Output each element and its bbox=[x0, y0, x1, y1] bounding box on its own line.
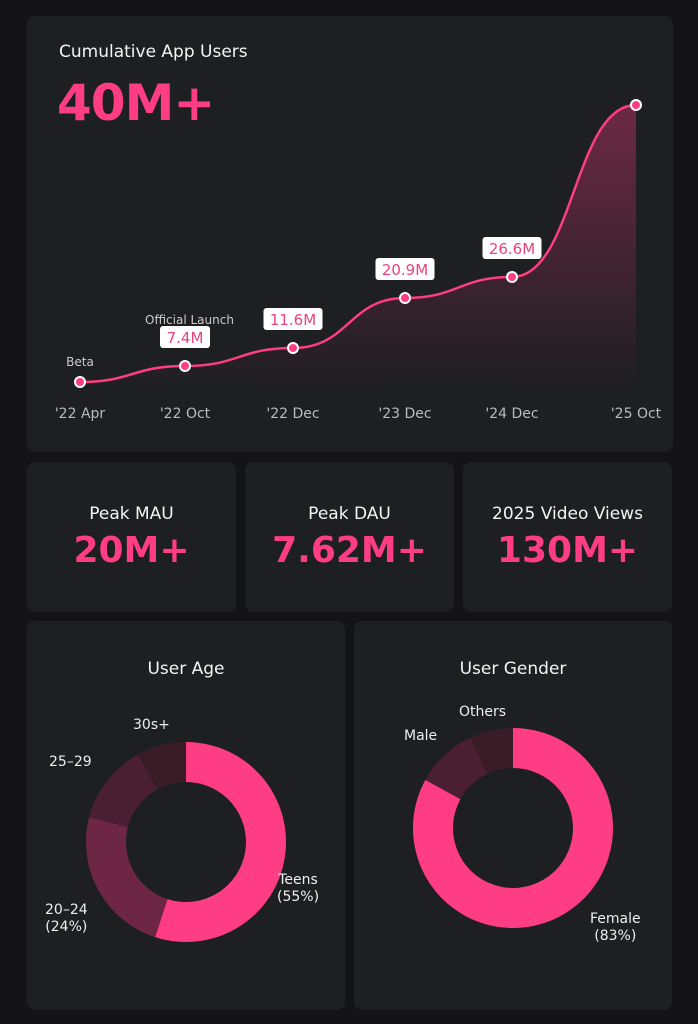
slice-label-teens: Teens (55%) bbox=[277, 872, 320, 905]
data-point bbox=[399, 292, 411, 304]
stat-value: 7.62M+ bbox=[272, 530, 427, 571]
data-point bbox=[506, 271, 518, 283]
donut-slice bbox=[425, 737, 488, 800]
x-tick-label: '22 Dec bbox=[266, 406, 319, 422]
stat-label: Peak DAU bbox=[308, 504, 391, 524]
pie-title: User Age bbox=[147, 659, 225, 679]
annotation: Official Launch bbox=[145, 313, 234, 327]
x-tick-label: '23 Dec bbox=[378, 406, 431, 422]
area-fill bbox=[80, 105, 636, 388]
annotation: Beta bbox=[66, 355, 94, 369]
data-label-box bbox=[482, 237, 542, 259]
slice-label-others: Others bbox=[459, 704, 507, 720]
donut-slice bbox=[413, 728, 613, 928]
donut-slice bbox=[89, 754, 158, 828]
user-gender-card: User Gender Female (83%) Male Others bbox=[354, 621, 672, 1010]
slice-label-25-29: 25–29 bbox=[49, 754, 92, 770]
user-gender-donut bbox=[413, 728, 613, 928]
x-tick-label: '25 Oct bbox=[611, 406, 662, 422]
donut-slice bbox=[470, 728, 513, 774]
stat-value: 20M+ bbox=[73, 530, 190, 571]
data-label: 20.9M bbox=[382, 261, 428, 279]
data-point bbox=[74, 376, 86, 388]
slice-label-female: Female (83%) bbox=[590, 911, 641, 944]
data-label-box bbox=[263, 308, 323, 330]
pie-title: User Gender bbox=[459, 659, 567, 679]
data-point bbox=[287, 342, 299, 354]
stat-label: 2025 Video Views bbox=[492, 504, 643, 524]
x-tick-label: '24 Dec bbox=[485, 406, 538, 422]
donut-slice bbox=[155, 742, 286, 942]
x-tick-label: '22 Apr bbox=[55, 406, 106, 422]
slice-label-20-24: 20–24 (24%) bbox=[45, 902, 88, 935]
stat-label: Peak MAU bbox=[89, 504, 174, 524]
data-point bbox=[630, 99, 642, 111]
stat-card-peak-dau: Peak DAU 7.62M+ bbox=[245, 462, 454, 612]
cumulative-users-chart: '22 Apr '22 Oct 7.4M '22 Dec 11.6M '23 Dec 20.… bbox=[55, 99, 662, 422]
data-label: 26.6M bbox=[489, 240, 535, 258]
user-age-donut bbox=[86, 742, 286, 942]
donut-slice bbox=[137, 742, 186, 790]
data-label: 11.6M bbox=[270, 311, 316, 329]
stat-value: 130M+ bbox=[496, 530, 639, 571]
stat-card-peak-mau: Peak MAU 20M+ bbox=[27, 462, 236, 612]
data-label-box bbox=[160, 326, 210, 348]
chart-title: Cumulative App Users bbox=[59, 42, 248, 62]
data-point bbox=[179, 360, 191, 372]
data-label-box bbox=[375, 258, 435, 280]
slice-label-30s: 30s+ bbox=[133, 717, 170, 733]
data-label: 7.4M bbox=[167, 329, 204, 347]
cumulative-users-card: '22 Apr '22 Oct 7.4M '22 Dec 11.6M '23 Dec 20.… bbox=[27, 16, 673, 452]
stat-card-video-views: 2025 Video Views 130M+ bbox=[463, 462, 672, 612]
slice-label-male: Male bbox=[404, 728, 438, 744]
donut-slice bbox=[86, 817, 168, 938]
headline-value: 40M+ bbox=[57, 74, 215, 132]
user-age-card: User Age Teens (55%) 20–24 (24%) 25–29 30s… bbox=[27, 621, 345, 1010]
x-tick-label: '22 Oct bbox=[160, 406, 211, 422]
